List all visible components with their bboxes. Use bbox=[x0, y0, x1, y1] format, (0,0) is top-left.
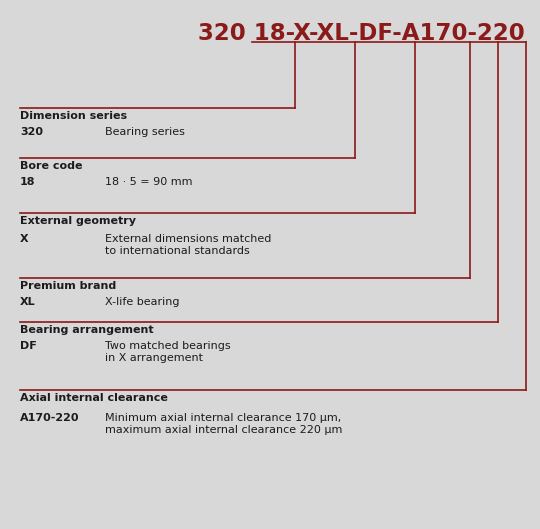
Text: Two matched bearings
in X arrangement: Two matched bearings in X arrangement bbox=[105, 341, 231, 362]
Text: Axial internal clearance: Axial internal clearance bbox=[20, 393, 168, 403]
Text: Bearing series: Bearing series bbox=[105, 127, 185, 137]
Text: Dimension series: Dimension series bbox=[20, 111, 127, 121]
Text: X-life bearing: X-life bearing bbox=[105, 297, 179, 307]
Text: 320 18-X-XL-DF-A170-220: 320 18-X-XL-DF-A170-220 bbox=[198, 22, 525, 45]
Text: XL: XL bbox=[20, 297, 36, 307]
Text: External geometry: External geometry bbox=[20, 216, 136, 226]
Text: 18 · 5 = 90 mm: 18 · 5 = 90 mm bbox=[105, 177, 192, 187]
Text: DF: DF bbox=[20, 341, 37, 351]
Text: Minimum axial internal clearance 170 μm,
maximum axial internal clearance 220 μm: Minimum axial internal clearance 170 μm,… bbox=[105, 413, 342, 435]
Text: Bore code: Bore code bbox=[20, 161, 83, 171]
Text: Bearing arrangement: Bearing arrangement bbox=[20, 325, 153, 335]
Text: 18: 18 bbox=[20, 177, 36, 187]
Text: A170-220: A170-220 bbox=[20, 413, 79, 423]
Text: X: X bbox=[20, 234, 29, 244]
Text: External dimensions matched
to international standards: External dimensions matched to internati… bbox=[105, 234, 272, 256]
Text: Premium brand: Premium brand bbox=[20, 281, 116, 291]
Text: 320: 320 bbox=[20, 127, 43, 137]
